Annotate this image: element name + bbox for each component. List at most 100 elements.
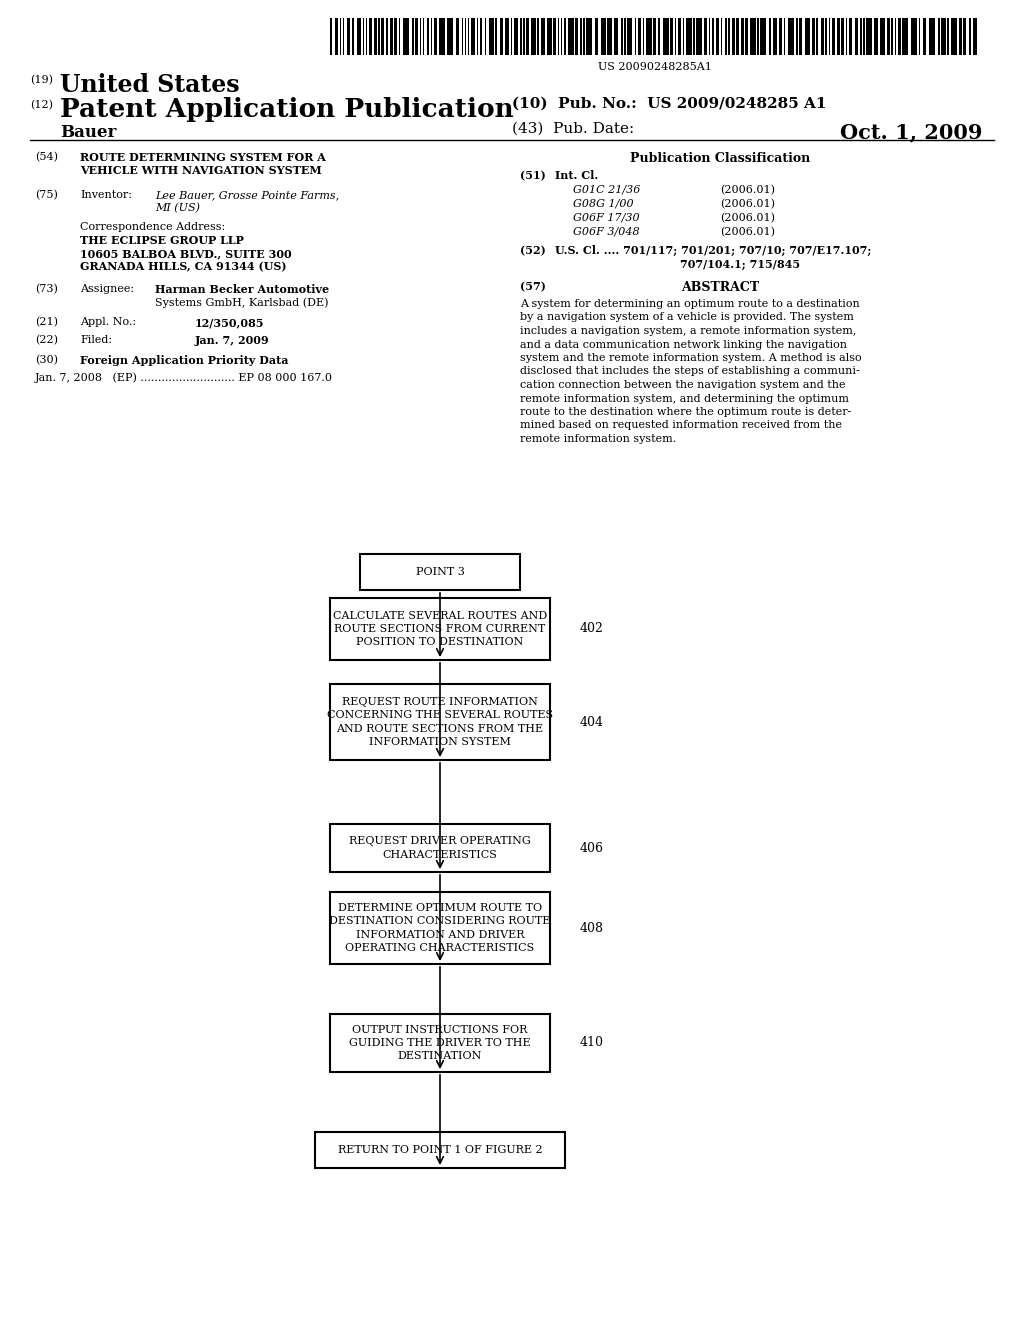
Bar [541,18,545,55]
Bar [465,18,466,55]
Text: G06F 17/30: G06F 17/30 [573,213,640,223]
Bar [929,18,935,55]
Bar [575,18,578,55]
Text: Appl. No.:: Appl. No.: [80,317,136,327]
Bar [685,18,691,55]
Text: Filed:: Filed: [80,335,112,345]
Text: CALCULATE SEVERAL ROUTES AND
ROUTE SECTIONS FROM CURRENT
POSITION TO DESTINATION: CALCULATE SEVERAL ROUTES AND ROUTE SECTI… [333,611,547,647]
Text: (2006.01): (2006.01) [720,227,775,238]
Bar [678,18,681,55]
Bar [740,18,743,55]
Text: (2006.01): (2006.01) [720,213,775,223]
Text: mined based on requested information received from the: mined based on requested information rec… [520,421,842,430]
Text: Patent Application Publication: Patent Application Publication [60,96,514,121]
Text: Harman Becker Automotive: Harman Becker Automotive [155,284,329,294]
Bar [394,18,397,55]
Text: US 20090248285A1: US 20090248285A1 [598,62,712,73]
Text: (22): (22) [35,335,58,346]
Bar [412,18,414,55]
Bar [489,18,494,55]
Bar [340,18,341,55]
Bar [330,824,550,873]
Bar [947,18,948,55]
Text: OUTPUT INSTRUCTIONS FOR
GUIDING THE DRIVER TO THE
DESTINATION: OUTPUT INSTRUCTIONS FOR GUIDING THE DRIV… [349,1024,530,1061]
Bar [895,18,896,55]
Text: POINT 3: POINT 3 [416,568,465,577]
Text: system and the remote information system. A method is also: system and the remote information system… [520,352,861,363]
Bar [866,18,872,55]
Bar [958,18,962,55]
Bar [880,18,885,55]
Bar [526,18,529,55]
Text: (43)  Pub. Date:: (43) Pub. Date: [512,121,634,136]
Text: 408: 408 [580,921,604,935]
Bar [462,18,463,55]
Bar [430,18,432,55]
Bar [969,18,971,55]
Bar [330,1014,550,1072]
Bar [505,18,509,55]
Bar [731,18,734,55]
Bar [693,18,694,55]
Bar [820,18,823,55]
Bar [438,18,444,55]
Bar [837,18,840,55]
Bar [531,18,536,55]
Bar [386,18,387,55]
Text: (2006.01): (2006.01) [720,185,775,195]
Bar [811,18,814,55]
Bar [712,18,714,55]
Text: THE ECLIPSE GROUP LLP: THE ECLIPSE GROUP LLP [80,235,244,246]
Text: remote information system.: remote information system. [520,434,676,444]
Bar [923,18,926,55]
Bar [381,18,384,55]
Bar [772,18,777,55]
Text: route to the destination where the optimum route is deter-: route to the destination where the optim… [520,407,851,417]
Text: A system for determining an optimum route to a destination: A system for determining an optimum rout… [520,300,860,309]
Text: G08G 1/00: G08G 1/00 [573,199,634,209]
Text: 10605 BALBOA BLVD., SUITE 300: 10605 BALBOA BLVD., SUITE 300 [80,248,292,259]
Bar [470,18,475,55]
Text: Systems GmbH, Karlsbad (DE): Systems GmbH, Karlsbad (DE) [155,297,329,308]
Text: REQUEST ROUTE INFORMATION
CONCERNING THE SEVERAL ROUTES
AND ROUTE SECTIONS FROM : REQUEST ROUTE INFORMATION CONCERNING THE… [327,697,553,747]
Text: (75): (75) [35,190,58,201]
Text: Publication Classification: Publication Classification [630,152,810,165]
Bar [788,18,794,55]
Text: includes a navigation system, a remote information system,: includes a navigation system, a remote i… [520,326,856,337]
Bar [456,18,459,55]
Text: cation connection between the navigation system and the: cation connection between the navigation… [520,380,846,389]
Text: REQUEST DRIVER OPERATING
CHARACTERISTICS: REQUEST DRIVER OPERATING CHARACTERISTICS [349,837,530,859]
Bar [476,18,478,55]
Text: Inventor:: Inventor: [80,190,132,201]
Bar [653,18,656,55]
Bar [330,18,332,55]
Bar [389,18,392,55]
Bar [779,18,782,55]
Bar [560,18,562,55]
Bar [919,18,920,55]
Bar [484,18,486,55]
Bar [523,18,524,55]
Bar [728,18,729,55]
Bar [352,18,353,55]
Bar [816,18,817,55]
Bar [860,18,861,55]
Bar [902,18,908,55]
Text: Correspondence Address:: Correspondence Address: [80,222,225,232]
Text: G01C 21/36: G01C 21/36 [573,185,640,195]
Bar [613,18,618,55]
Bar [427,18,428,55]
Bar [825,18,826,55]
Bar [799,18,802,55]
Text: 410: 410 [580,1036,604,1049]
Text: Jan. 7, 2009: Jan. 7, 2009 [195,335,269,346]
Bar [627,18,632,55]
Bar [745,18,748,55]
Bar [366,18,367,55]
Text: by a navigation system of a vehicle is provided. The system: by a navigation system of a vehicle is p… [520,313,854,322]
Bar [315,1133,565,1168]
Bar [938,18,939,55]
Bar [374,18,377,55]
Text: ABSTRACT: ABSTRACT [681,281,759,294]
Bar [480,18,481,55]
